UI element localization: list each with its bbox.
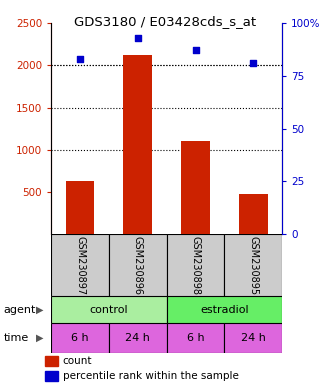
Text: time: time <box>3 333 29 343</box>
Text: GSM230896: GSM230896 <box>133 236 143 295</box>
Text: GSM230897: GSM230897 <box>75 236 85 295</box>
Bar <box>224 234 282 296</box>
Bar <box>167 323 224 353</box>
Point <box>193 47 198 53</box>
Bar <box>167 296 282 323</box>
Text: 6 h: 6 h <box>71 333 89 343</box>
Text: 24 h: 24 h <box>125 333 150 343</box>
Text: 6 h: 6 h <box>187 333 204 343</box>
Bar <box>239 194 268 234</box>
Bar <box>45 371 58 381</box>
Bar <box>45 356 58 366</box>
Bar <box>66 181 94 234</box>
Text: control: control <box>89 305 128 314</box>
Bar <box>51 296 167 323</box>
Bar <box>181 141 210 234</box>
Point <box>135 35 140 41</box>
Text: GSM230895: GSM230895 <box>248 236 258 295</box>
Text: agent: agent <box>3 305 36 314</box>
Bar <box>51 234 109 296</box>
Text: count: count <box>63 356 92 366</box>
Text: GSM230898: GSM230898 <box>190 236 201 295</box>
Bar <box>224 323 282 353</box>
Bar <box>167 234 224 296</box>
Text: percentile rank within the sample: percentile rank within the sample <box>63 371 239 381</box>
Text: GDS3180 / E03428cds_s_at: GDS3180 / E03428cds_s_at <box>74 15 256 28</box>
Bar <box>109 234 167 296</box>
Bar <box>51 323 109 353</box>
Point <box>251 60 256 66</box>
Text: ▶: ▶ <box>36 305 43 314</box>
Bar <box>109 323 167 353</box>
Text: ▶: ▶ <box>36 333 43 343</box>
Bar <box>123 55 152 234</box>
Point <box>77 56 82 62</box>
Text: 24 h: 24 h <box>241 333 266 343</box>
Text: estradiol: estradiol <box>200 305 249 314</box>
